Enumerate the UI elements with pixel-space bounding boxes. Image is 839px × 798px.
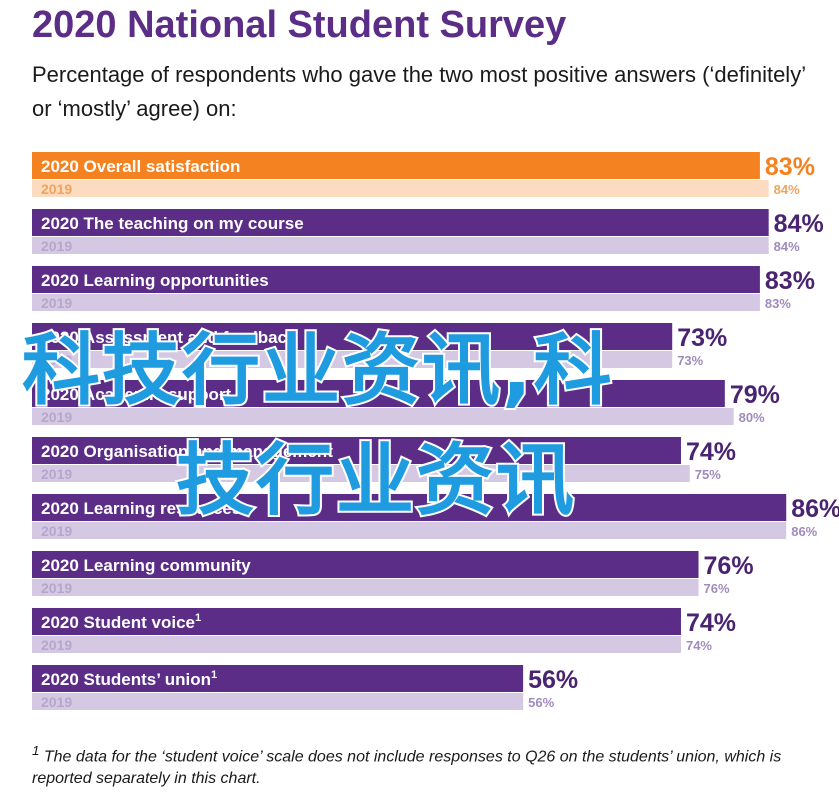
value-label-2019: 83% <box>765 296 791 311</box>
category-label: 2020 Organisation and management <box>41 442 333 461</box>
bar-2019 <box>32 465 690 482</box>
value-label-2019: 73% <box>677 353 703 368</box>
value-label-2019: 74% <box>686 638 712 653</box>
chart-subtitle: Percentage of respondents who gave the t… <box>32 62 806 121</box>
category-label: 2020 The teaching on my course <box>41 214 304 233</box>
category-label: 2020 Student voice1 <box>41 612 201 632</box>
bar-2019 <box>32 180 769 197</box>
value-label-2019: 80% <box>739 410 765 425</box>
value-label-2020: 56% <box>528 666 578 694</box>
value-label-2020: 74% <box>686 609 736 637</box>
value-label-2020: 76% <box>704 552 754 580</box>
year-2019-label: 2019 <box>41 637 72 653</box>
value-label-2020: 84% <box>774 210 824 238</box>
value-label-2019: 86% <box>791 524 817 539</box>
bar-2019 <box>32 237 769 254</box>
category-label: 2020 Learning opportunities <box>41 271 269 290</box>
category-label: 2020 Learning resources <box>41 499 241 518</box>
bar-2019 <box>32 351 673 368</box>
value-label-2020: 86% <box>791 495 839 523</box>
bar-2020 <box>32 323 673 350</box>
bar-2019 <box>32 294 760 311</box>
page-title: 2020 National Student Survey <box>32 4 567 46</box>
category-label: 2020 Overall satisfaction <box>41 157 240 176</box>
year-2019-label: 2019 <box>41 238 72 254</box>
year-2019-label: 2019 <box>41 409 72 425</box>
footnote-marker: 1 <box>195 612 201 624</box>
category-label: 2020 Learning community <box>41 556 251 575</box>
value-label-2019: 56% <box>528 695 554 710</box>
bar-2019 <box>32 579 699 596</box>
value-label-2020: 83% <box>765 267 815 295</box>
bar-2020 <box>32 152 760 179</box>
footnote-marker: 1 <box>211 669 217 681</box>
bar-2020 <box>32 266 760 293</box>
value-label-2019: 84% <box>774 239 800 254</box>
year-2019-label: 2019 <box>41 466 72 482</box>
footnote-text: The data for the ‘student voice’ scale d… <box>32 748 782 788</box>
bar-2020 <box>32 608 681 635</box>
value-label-2020: 73% <box>677 324 727 352</box>
bar-2020 <box>32 494 787 521</box>
year-2019-label: 2019 <box>41 181 72 197</box>
year-2019-label: 2019 <box>41 523 72 539</box>
category-label: 2020 Students’ union1 <box>41 669 217 689</box>
year-2019-label: 2019 <box>41 352 72 368</box>
year-2019-label: 2019 <box>41 694 72 710</box>
footnote: 1 The data for the ‘student voice’ scale… <box>32 740 812 790</box>
category-label: 2020 Assessment and feedback <box>41 328 297 347</box>
value-label-2019: 84% <box>774 182 800 197</box>
value-label-2019: 75% <box>695 467 721 482</box>
year-2019-label: 2019 <box>41 295 72 311</box>
value-label-2020: 83% <box>765 153 815 181</box>
bar-2020 <box>32 209 769 236</box>
bar-2019 <box>32 408 734 425</box>
bar-2020 <box>32 665 524 692</box>
year-2019-label: 2019 <box>41 580 72 596</box>
bar-2019 <box>32 636 681 653</box>
value-label-2020: 79% <box>730 381 780 409</box>
bar-2019 <box>32 693 524 710</box>
footnote-marker: 1 <box>32 743 40 758</box>
value-label-2019: 76% <box>704 581 730 596</box>
bar-2020 <box>32 380 725 407</box>
bar-2019 <box>32 522 787 539</box>
category-label: 2020 Academic support <box>41 385 232 404</box>
bar-2020 <box>32 551 699 578</box>
value-label-2020: 74% <box>686 438 736 466</box>
bar-2020 <box>32 437 681 464</box>
